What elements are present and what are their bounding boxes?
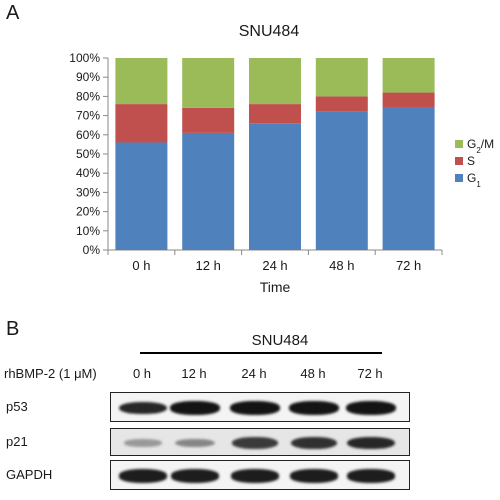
lane-label: 0 h [132, 366, 152, 381]
bar-g1-3 [315, 111, 368, 250]
legend-label-g2m: G2/M [467, 137, 494, 155]
panel-b-letter: B [6, 318, 20, 340]
x-tick-label: 48 h [329, 258, 354, 273]
lane-label: 72 h [357, 366, 383, 381]
legend-label-g1: G1 [467, 171, 481, 189]
bar-s-1 [182, 107, 235, 133]
bar-g2m-3 [315, 58, 368, 97]
protein-band [119, 401, 167, 415]
blot-strip-p53 [110, 392, 410, 422]
protein-band [232, 437, 278, 449]
protein-band [290, 436, 338, 450]
bar-g1-1 [182, 132, 235, 250]
treatment-label: rhBMP-2 (1 μM) [4, 366, 97, 381]
y-tick-label: 10% [76, 224, 100, 238]
y-tick-label: 40% [76, 166, 100, 180]
lane-label: 12 h [181, 366, 207, 381]
y-tick-label: 70% [76, 109, 100, 123]
y-tick-label: 90% [76, 70, 100, 84]
panel-a-letter: A [6, 2, 20, 24]
bar-s-4 [382, 92, 435, 108]
x-axis-title: Time [260, 279, 291, 295]
protein-band [289, 401, 339, 415]
bar-g2m-4 [382, 58, 435, 93]
y-tick-label: 50% [76, 147, 100, 161]
blot-row-label: p53 [6, 399, 28, 414]
protein-band [346, 401, 396, 415]
bar-s-0 [115, 104, 168, 143]
chart-title: SNU484 [239, 23, 300, 40]
bar-g2m-1 [182, 58, 235, 108]
x-tick-label: 12 h [196, 258, 221, 273]
y-tick-label: 30% [76, 185, 100, 199]
protein-band [170, 401, 220, 415]
treatment-bracket-line [140, 352, 382, 354]
blot-row-label: GAPDH [6, 467, 53, 482]
bar-s-3 [315, 96, 368, 112]
x-tick-label: 0 h [132, 258, 150, 273]
bar-g1-2 [249, 123, 301, 250]
blot-strip-gapdh [110, 460, 410, 490]
y-tick-label: 80% [76, 89, 100, 103]
protein-band [347, 436, 395, 450]
y-tick-label: 0% [83, 243, 101, 257]
blot-row-label: p21 [6, 434, 28, 449]
protein-band [230, 469, 280, 483]
western-blot-title: SNU484 [251, 332, 309, 349]
protein-band [289, 469, 339, 483]
bar-g1-0 [115, 142, 168, 250]
y-tick-label: 100% [69, 51, 100, 65]
blot-strip-p21 [110, 428, 410, 456]
x-tick-label: 24 h [262, 258, 287, 273]
protein-band [118, 469, 168, 483]
y-tick-label: 60% [76, 128, 100, 142]
bar-s-2 [249, 104, 301, 124]
protein-band [346, 469, 396, 483]
protein-band [124, 439, 162, 447]
cell-cycle-stacked-bar-chart: SNU484 0% 10% 20% 30% 40% 50% 60% 70% 80% 90% 100% 0… [69, 23, 494, 295]
legend-swatch-s [455, 157, 463, 165]
bar-g1-4 [382, 107, 435, 250]
legend-swatch-g2m [455, 140, 463, 148]
protein-band [175, 438, 215, 448]
legend-label-s: S [467, 154, 475, 168]
bar-g2m-2 [249, 58, 301, 105]
protein-band [170, 469, 220, 483]
protein-band [230, 401, 280, 415]
lane-label: 48 h [300, 366, 326, 381]
legend-swatch-g1 [455, 174, 463, 182]
y-tick-label: 20% [76, 205, 100, 219]
bar-g2m-0 [115, 58, 168, 105]
lane-label: 24 h [241, 366, 267, 381]
x-tick-label: 72 h [396, 258, 421, 273]
